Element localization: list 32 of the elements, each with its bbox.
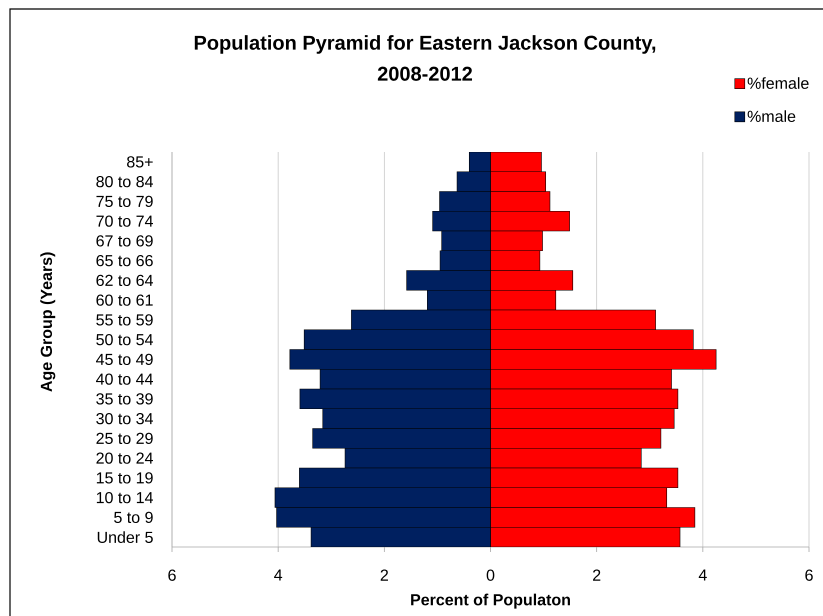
y-tick-label: 50 to 54 [96,334,153,346]
y-axis-title: Age Group (Years) [40,252,56,392]
x-tick-label: 4 [698,570,707,581]
y-tick-label: 5 to 9 [114,512,153,524]
x-tick-label: 2 [593,570,600,581]
y-tick-label: Under 5 [98,531,153,543]
x-tick-label: 6 [168,570,176,581]
y-tick-label: 30 to 34 [96,412,153,424]
y-tick-label: 85+ [127,156,153,168]
x-axis-title: Percent of Populaton [411,594,570,609]
legend-label: %female [748,77,809,89]
y-tick-label: 65 to 66 [96,254,153,266]
y-tick-label: 70 to 74 [96,215,153,227]
y-tick-label: 67 to 69 [96,235,153,247]
y-tick-label: 25 to 29 [96,432,153,444]
y-tick-label: 75 to 79 [96,196,153,208]
x-tick-label: 6 [805,570,813,581]
y-tick-label: 20 to 24 [96,452,153,464]
y-tick-label: 60 to 61 [96,294,153,306]
x-tick-label: 0 [486,570,494,581]
y-tick-label: 15 to 19 [96,472,153,484]
x-tick-label: 4 [274,570,282,581]
chart-title: Population Pyramid for Eastern Jackson County, 2008-2012 [194,35,656,81]
y-tick-label: 45 to 49 [96,354,153,366]
y-tick-label: 55 to 59 [96,314,153,326]
y-tick-label: 40 to 44 [96,373,153,385]
y-tick-label: 35 to 39 [96,393,153,405]
y-tick-label: 10 to 14 [96,492,153,504]
y-tick-label: 62 to 64 [96,274,153,286]
legend-label: %male [748,110,796,122]
x-tick-label: 2 [380,570,388,581]
y-tick-label: 80 to 84 [96,176,153,188]
